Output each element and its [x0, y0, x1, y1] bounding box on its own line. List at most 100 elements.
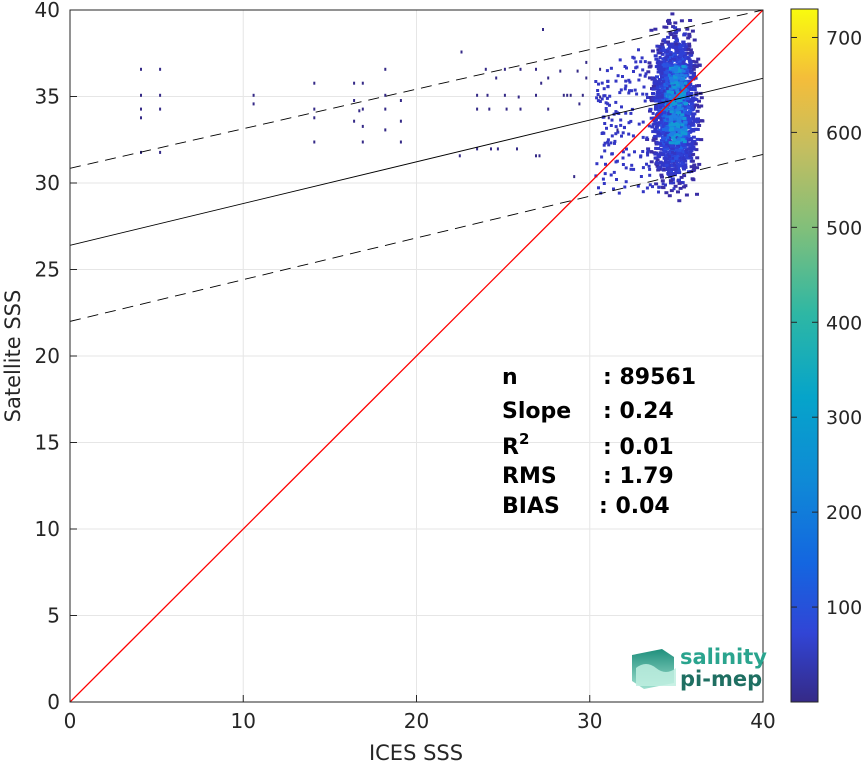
density-core-cell — [669, 110, 674, 114]
density-core-cell — [680, 113, 685, 117]
density-core-cell — [674, 78, 678, 82]
density-cell — [646, 153, 650, 157]
density-cell — [667, 170, 670, 174]
density-cell — [669, 71, 674, 75]
y-tick-label: 30 — [35, 171, 60, 195]
density-core-cell — [674, 133, 679, 137]
density-cell — [653, 87, 657, 91]
density-cell — [684, 68, 689, 72]
density-cell — [615, 159, 619, 163]
density-cell — [661, 186, 666, 190]
density-core-cell — [671, 112, 676, 116]
density-cell — [667, 18, 671, 22]
density-cell — [655, 158, 660, 162]
density-core-cell — [670, 79, 674, 83]
density-cell — [679, 144, 684, 148]
density-cell — [674, 156, 679, 160]
density-cell — [605, 96, 609, 100]
density-cell — [675, 166, 680, 170]
density-cell — [675, 162, 680, 166]
density-cell — [689, 123, 694, 127]
density-cell — [657, 185, 661, 189]
density-cell — [661, 135, 666, 139]
data-point — [540, 81, 543, 85]
density-cell — [690, 29, 695, 33]
density-cell — [692, 163, 697, 167]
density-cell — [659, 100, 663, 104]
density-core-cell — [671, 100, 676, 104]
density-cell — [650, 125, 655, 129]
density-cell — [664, 121, 669, 125]
density-cell — [677, 148, 682, 152]
density-cell — [664, 161, 669, 164]
data-point — [496, 147, 499, 151]
density-cell — [670, 53, 675, 57]
density-cell — [660, 93, 664, 97]
density-cell — [658, 165, 662, 169]
density-cell — [651, 92, 655, 95]
density-cell — [669, 189, 674, 193]
density-cell — [645, 136, 649, 140]
density-cell — [671, 57, 675, 61]
colorbar-tick-label: 400 — [826, 312, 862, 334]
density-core-cell — [672, 85, 677, 89]
density-cell — [667, 151, 672, 154]
density-cell — [665, 82, 670, 86]
density-cell — [682, 174, 687, 178]
density-cell — [664, 107, 669, 111]
density-core-cell — [675, 108, 680, 112]
data-point — [559, 69, 562, 73]
density-cell — [687, 83, 692, 87]
density-cell — [668, 84, 672, 88]
data-point — [358, 109, 361, 113]
density-cell — [669, 59, 672, 62]
density-cell — [606, 140, 610, 144]
density-cell — [686, 47, 691, 51]
density-cell — [674, 29, 679, 33]
density-cell — [655, 104, 658, 108]
density-cell — [692, 112, 697, 116]
x-tick-label: 30 — [577, 709, 602, 733]
density-cell — [689, 69, 694, 73]
density-cell — [614, 125, 618, 129]
density-cell — [694, 148, 699, 152]
density-cell — [686, 135, 691, 138]
density-cell — [694, 84, 699, 88]
density-cell — [606, 138, 610, 142]
density-core-cell — [676, 85, 681, 89]
density-cell — [656, 166, 660, 170]
density-cell — [659, 173, 664, 177]
density-cell — [680, 66, 685, 70]
stat-label: n — [502, 365, 518, 390]
density-cell — [691, 117, 696, 121]
density-cell — [639, 155, 643, 159]
data-point — [516, 147, 518, 151]
y-tick-label: 20 — [35, 344, 60, 368]
density-cell — [677, 88, 682, 91]
density-cell — [654, 156, 658, 160]
density-core-cell — [668, 141, 673, 145]
density-cell — [594, 80, 598, 83]
density-cell — [635, 65, 639, 69]
density-cell — [657, 90, 662, 94]
density-cell — [660, 71, 664, 75]
density-cell — [669, 172, 673, 176]
density-core-cell — [678, 99, 683, 102]
density-cell — [663, 71, 668, 75]
density-cell — [675, 153, 680, 157]
density-cell — [689, 87, 693, 91]
density-core-cell — [683, 102, 688, 106]
density-cell — [655, 123, 660, 127]
density-cell — [682, 72, 686, 76]
density-cell — [627, 153, 631, 157]
density-cell — [645, 92, 649, 96]
density-cell — [669, 181, 673, 185]
density-cell — [682, 104, 687, 108]
density-cell — [647, 164, 651, 168]
data-point — [547, 76, 550, 80]
density-cell — [654, 118, 658, 122]
density-cell — [662, 150, 667, 154]
identity-line — [70, 10, 763, 702]
density-cell — [670, 164, 675, 168]
density-cell — [629, 167, 633, 171]
